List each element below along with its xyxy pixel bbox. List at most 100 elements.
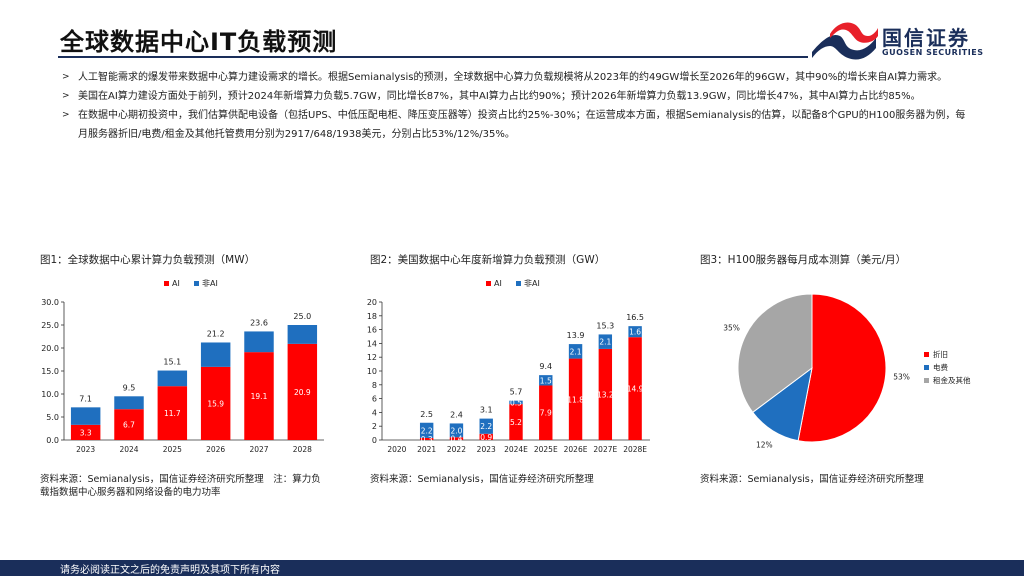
fig2-title: 图2：美国数据中心年度新增算力负载预测（GW） [370, 254, 606, 266]
data-label-total: 25.0 [293, 312, 311, 321]
legend-swatch-ai [164, 281, 169, 286]
data-label-ai: 14.9 [627, 385, 644, 394]
bar-ai [70, 424, 101, 440]
page-title: 全球数据中心IT负载预测 [60, 28, 338, 56]
bullet-list: 人工智能需求的爆发带来数据中心算力建设需求的增长。根据Semianalysis的… [62, 68, 972, 144]
bar-ai [509, 404, 523, 440]
fig1-source: 资料来源：Semianalysis，国信证券经济研究所整理 注：算力负载指数据中… [40, 474, 321, 498]
data-label-total: 23.6 [250, 318, 268, 327]
logo-english-text: GUOSEN SECURITIES [882, 48, 984, 57]
bar-nonai [449, 423, 464, 438]
bar-ai [479, 433, 493, 440]
bullet-item: 在数据中心期初投资中，我们估算供配电设备（包括UPS、中低压配电柜、降压变压器等… [62, 106, 972, 144]
bullet-item: 人工智能需求的爆发带来数据中心算力建设需求的增长。根据Semianalysis的… [62, 68, 972, 87]
data-label-ai: 0.9 [480, 433, 492, 442]
title-divider [58, 56, 808, 58]
data-label-ai: 0.4 [450, 435, 462, 444]
x-tick-label: 2028 [293, 445, 312, 454]
y-tick-label: 4 [372, 408, 377, 417]
legend-label-nonai: 非AI [202, 278, 218, 288]
x-tick-label: 2021 [417, 445, 436, 454]
bar-ai [200, 366, 231, 440]
data-label-total: 2.5 [420, 410, 433, 419]
y-tick-label: 10 [367, 367, 377, 376]
legend-label: 电费 [933, 362, 948, 372]
bar-nonai [244, 331, 274, 353]
legend-label: 租金及其他 [933, 375, 971, 385]
y-tick-label: 0 [372, 436, 377, 445]
x-tick-label: 2026 [206, 445, 225, 454]
y-tick-label: 6 [372, 395, 377, 404]
data-label-nonai: 1.5 [540, 376, 552, 385]
y-tick-label: 18 [367, 312, 377, 321]
data-label-nonai: 2.2 [480, 422, 492, 431]
data-label-total: 15.1 [163, 358, 181, 367]
data-label-ai: 15.9 [207, 399, 224, 408]
data-label-total: 2.4 [450, 410, 463, 419]
legend-swatch [924, 378, 929, 383]
y-tick-label: 30.0 [41, 298, 59, 307]
bar-ai [449, 437, 464, 440]
x-tick-label: 2020 [387, 445, 406, 454]
y-tick-label: 10.0 [41, 390, 59, 399]
bar-ai [157, 386, 188, 440]
bullet-item: 美国在AI算力建设方面处于前列，预计2024年新增算力负载5.7GW，同比增长8… [62, 87, 972, 106]
data-label-total: 9.4 [539, 362, 552, 371]
bar-nonai [479, 418, 493, 434]
y-tick-label: 16 [367, 326, 377, 335]
x-tick-label: 2024 [119, 445, 138, 454]
fig3-source: 资料来源：Semianalysis，国信证券经济研究所整理 [700, 474, 924, 485]
y-tick-label: 25.0 [41, 321, 59, 330]
bar-ai [568, 358, 583, 440]
legend-label: 折旧 [933, 349, 948, 359]
bar-nonai [287, 325, 318, 344]
y-tick-label: 2 [372, 422, 377, 431]
x-tick-label: 2025 [163, 445, 182, 454]
bar-nonai [598, 334, 613, 349]
data-label-ai: 11.7 [164, 409, 181, 418]
data-label-ai: 11.8 [567, 395, 584, 404]
bar-nonai [568, 344, 583, 359]
y-tick-label: 12 [367, 353, 377, 362]
data-label-nonai: 2.0 [450, 426, 462, 435]
data-label-total: 21.2 [207, 329, 225, 338]
bar-ai [287, 343, 318, 440]
data-label-ai: 3.3 [80, 428, 92, 437]
data-label-total: 15.3 [596, 321, 614, 330]
bar-ai [628, 337, 642, 440]
bar-nonai [200, 342, 231, 367]
bar-nonai [419, 422, 434, 438]
y-tick-label: 14 [367, 339, 377, 348]
data-label-ai: 19.1 [251, 392, 268, 401]
x-tick-label: 2025E [534, 445, 558, 454]
bar-ai [114, 409, 144, 440]
legend-swatch-nonai [194, 281, 199, 286]
x-tick-label: 2026E [564, 445, 588, 454]
x-tick-label: 2028E [623, 445, 647, 454]
bar-ai [419, 437, 434, 440]
fig2-source: 资料来源：Semianalysis，国信证券经济研究所整理 [370, 474, 594, 485]
data-label-total: 9.5 [123, 383, 136, 392]
data-label-total: 5.7 [510, 388, 523, 397]
data-label-ai: 5.2 [510, 418, 522, 427]
bar-nonai [509, 400, 523, 405]
data-label-ai: 7.9 [540, 409, 552, 418]
x-tick-label: 2024E [504, 445, 528, 454]
data-label-ai: 0.3 [421, 435, 433, 444]
y-tick-label: 20 [367, 298, 377, 307]
pie-percent-label: 53% [893, 372, 910, 381]
x-tick-label: 2023 [477, 445, 496, 454]
bar-nonai [628, 326, 642, 338]
fig1-title: 图1：全球数据中心累计算力负载预测（MW） [40, 254, 256, 266]
fig3-title: 图3：H100服务器每月成本测算（美元/月） [700, 254, 907, 266]
bar-nonai [70, 407, 101, 425]
data-label-ai: 13.2 [597, 390, 614, 399]
data-label-nonai: 2.1 [599, 338, 611, 347]
bar-nonai [114, 396, 144, 410]
data-label-total: 3.1 [480, 406, 493, 415]
legend-swatch [924, 365, 929, 370]
data-label-total: 7.1 [79, 394, 92, 403]
legend-swatch-nonai [516, 281, 521, 286]
